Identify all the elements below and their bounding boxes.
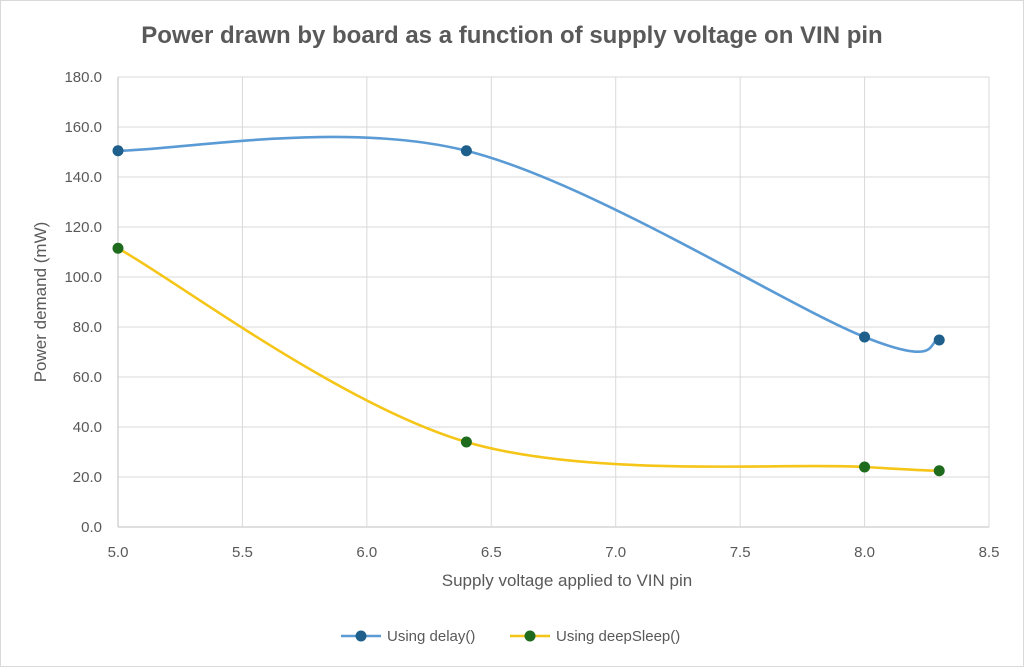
y-tick-label: 120.0: [64, 219, 102, 236]
data-point: [933, 334, 945, 346]
y-axis-title: Power demand (mW): [31, 222, 50, 383]
series-group: [112, 135, 945, 477]
legend-label: Using delay(): [387, 628, 475, 645]
y-tick-label: 80.0: [73, 319, 102, 336]
legend-marker: [355, 630, 367, 642]
y-tick-label: 160.0: [64, 119, 102, 136]
x-tick-label: 7.5: [730, 544, 751, 561]
y-tick-label: 140.0: [64, 169, 102, 186]
data-point: [859, 461, 871, 473]
y-tick-label: 100.0: [64, 269, 102, 286]
data-point: [112, 242, 124, 254]
data-point: [859, 331, 871, 343]
legend: Using delay() Using deepSleep(): [341, 628, 680, 645]
data-point: [933, 465, 945, 477]
legend-label: Using deepSleep(): [556, 628, 680, 645]
x-tick-label: 5.5: [232, 544, 253, 561]
x-tick-label: 8.5: [979, 544, 1000, 561]
y-tick-label: 40.0: [73, 419, 102, 436]
x-tick-labels: 5.0 5.5 6.0 6.5 7.0 7.5 8.0 8.5: [108, 544, 1000, 561]
gridlines: [117, 76, 990, 528]
series-line-1: [117, 247, 940, 473]
y-tick-label: 180.0: [64, 69, 102, 86]
series-line-0: [117, 135, 940, 353]
chart-title: Power drawn by board as a function of su…: [141, 22, 882, 49]
y-tick-label: 0.0: [81, 519, 102, 536]
y-tick-labels: 0.0 20.0 40.0 60.0 80.0 100.0 120.0 140.0 160.0 1…: [64, 69, 102, 536]
data-point: [460, 145, 472, 157]
y-tick-label: 20.0: [73, 469, 102, 486]
x-tick-label: 8.0: [854, 544, 875, 561]
x-axis-title: Supply voltage applied to VIN pin: [442, 571, 692, 590]
data-point: [460, 436, 472, 448]
y-tick-label: 60.0: [73, 369, 102, 386]
x-tick-label: 7.0: [605, 544, 626, 561]
legend-marker: [524, 630, 536, 642]
x-tick-label: 5.0: [108, 544, 129, 561]
data-point: [112, 145, 124, 157]
x-tick-label: 6.0: [356, 544, 377, 561]
x-tick-label: 6.5: [481, 544, 502, 561]
